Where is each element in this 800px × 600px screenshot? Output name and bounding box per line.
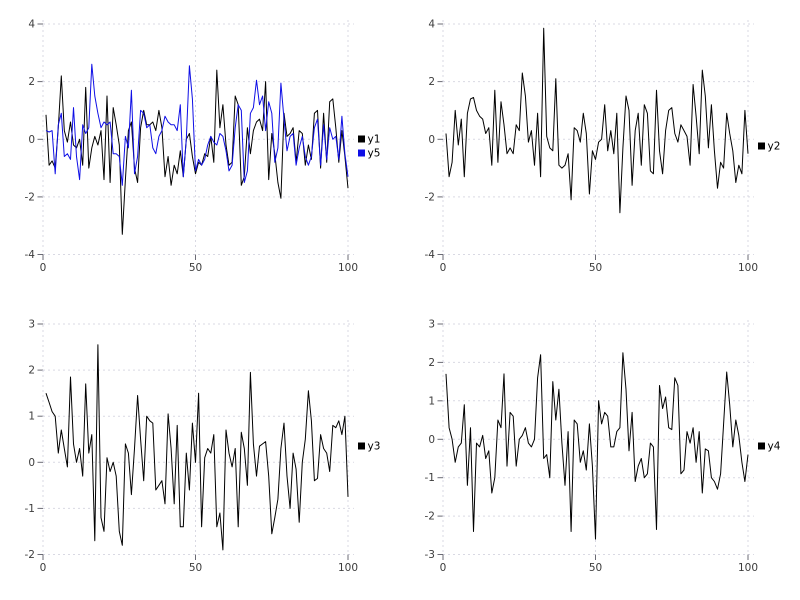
- x-tick-label: 0: [440, 262, 447, 274]
- legend-label-y2: y2: [768, 141, 781, 153]
- series-y5-line: [45, 63, 349, 186]
- y-tick-label: 3: [428, 319, 435, 331]
- x-tick-label: 50: [589, 562, 602, 574]
- y-tick-label: -1: [25, 503, 35, 515]
- legend-label-y4: y4: [768, 441, 781, 453]
- series-y1-line: [45, 69, 349, 235]
- y-tick-label: 2: [28, 365, 35, 377]
- y-tick-label: 2: [428, 357, 435, 369]
- x-tick-label: 0: [440, 562, 447, 574]
- y-tick-label: -2: [425, 511, 435, 523]
- x-tick-label: 0: [40, 262, 47, 274]
- x-tick-label: 50: [189, 262, 202, 274]
- legend-swatch-y5: [358, 149, 365, 157]
- x-tick-label: 100: [338, 262, 358, 274]
- chart-canvas-y4: -3 -2 -1 0 1 2 3 0 50 100 y4: [425, 319, 781, 575]
- chart-top-left-y1-y5: -4 -2 0 2 4 0 50 100 y1 y5: [0, 0, 400, 300]
- chart-canvas-y3: -2 -1 0 1 2 3 0 50 100 y3: [25, 319, 381, 575]
- y-tick-label: -2: [25, 549, 35, 561]
- chart-canvas-y1-y5: -4 -2 0 2 4 0 50 100 y1 y5: [25, 19, 381, 275]
- y-tick-label: -2: [425, 191, 435, 203]
- legend-label-y3: y3: [368, 441, 381, 453]
- series-y3-line: [45, 344, 349, 551]
- y-tick-label: -1: [425, 472, 435, 484]
- y-tick-label: 2: [428, 76, 435, 88]
- y-tick-label: 2: [28, 76, 35, 88]
- y-tick-label: 0: [28, 134, 35, 146]
- legend-label-y5: y5: [368, 148, 381, 160]
- legend-swatch-y2: [758, 142, 765, 150]
- y-tick-label: 3: [28, 319, 35, 331]
- legend-label-y1: y1: [368, 134, 381, 146]
- x-tick-label: 50: [189, 562, 202, 574]
- y-tick-label: -2: [25, 191, 35, 203]
- chart-canvas-y2: -4 -2 0 2 4 0 50 100 y2: [425, 19, 781, 275]
- x-tick-label: 100: [738, 262, 758, 274]
- y-tick-label: 0: [428, 134, 435, 146]
- chart-bottom-right-y4: -3 -2 -1 0 1 2 3 0 50 100 y4: [400, 300, 800, 600]
- legend-swatch-y1: [358, 135, 365, 143]
- y-tick-label: 4: [428, 19, 435, 31]
- legend-swatch-y4: [758, 442, 765, 450]
- chart-top-right-y2: -4 -2 0 2 4 0 50 100 y2: [400, 0, 800, 300]
- x-tick-label: 100: [338, 562, 358, 574]
- legend-swatch-y3: [358, 442, 365, 450]
- series-y2-line: [445, 27, 749, 214]
- y-tick-label: -4: [425, 249, 436, 261]
- chart-bottom-left-y3: -2 -1 0 1 2 3 0 50 100 y3: [0, 300, 400, 600]
- y-tick-label: 4: [28, 19, 35, 31]
- y-tick-label: 1: [28, 411, 35, 423]
- y-tick-label: 1: [428, 395, 435, 407]
- series-y4-line: [445, 352, 749, 540]
- y-tick-label: -3: [425, 549, 435, 561]
- y-tick-label: 0: [28, 457, 35, 469]
- x-tick-label: 100: [738, 562, 758, 574]
- x-tick-label: 50: [589, 262, 602, 274]
- y-tick-label: 0: [428, 434, 435, 446]
- x-tick-label: 0: [40, 562, 47, 574]
- y-tick-label: -4: [25, 249, 36, 261]
